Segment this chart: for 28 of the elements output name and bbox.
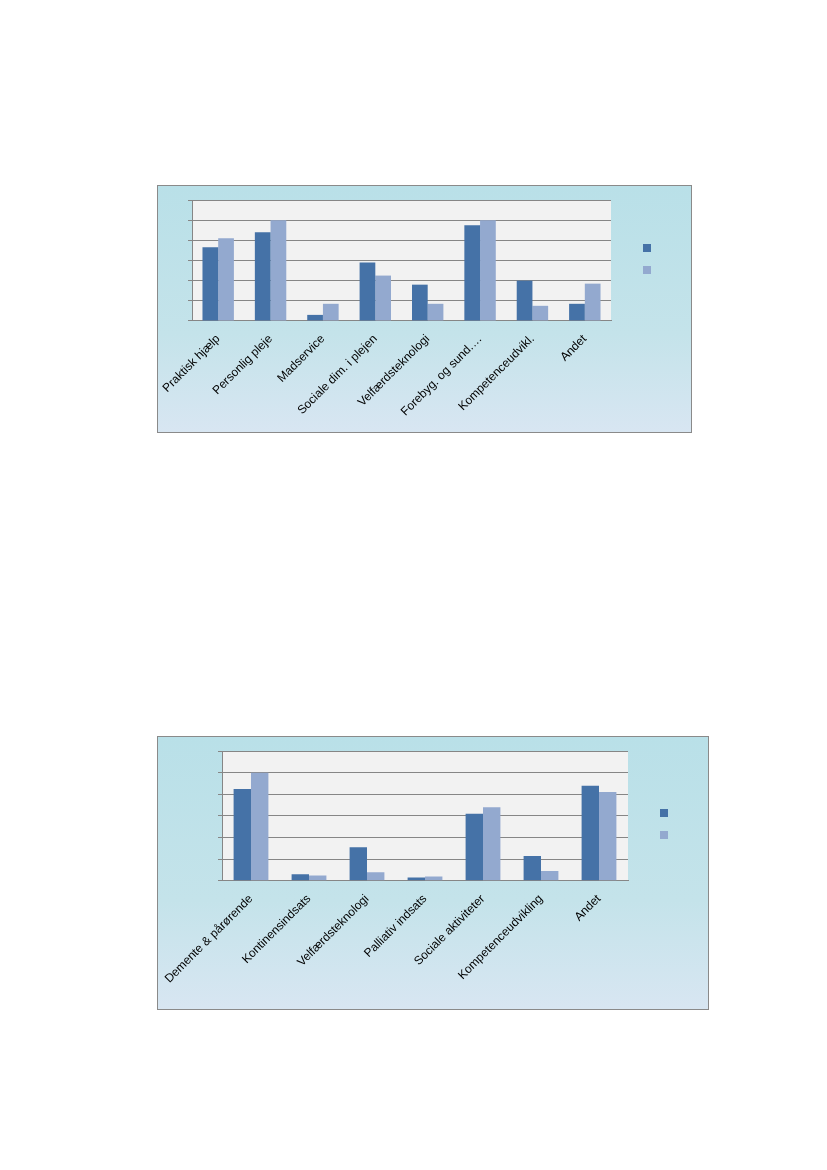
bar [480,220,496,321]
bar [516,280,533,321]
bar [233,788,251,881]
bar [218,238,234,321]
bar [411,284,428,321]
bar [465,813,483,881]
bar [270,220,287,321]
bar [599,792,617,881]
bar [202,247,219,321]
bar [254,232,271,321]
bar [523,855,541,881]
bar [464,225,481,321]
bar [541,871,559,881]
bar [367,872,385,881]
bar [375,275,392,321]
bar [307,314,323,321]
bar [581,785,599,881]
bar [427,303,444,321]
bar [251,772,269,881]
bar [483,807,501,881]
bar [322,303,339,321]
bar [359,262,376,321]
bar [291,874,309,881]
bar [309,875,327,881]
bar [532,305,549,321]
bar [584,283,601,321]
bar [349,847,367,881]
bar [569,303,585,321]
